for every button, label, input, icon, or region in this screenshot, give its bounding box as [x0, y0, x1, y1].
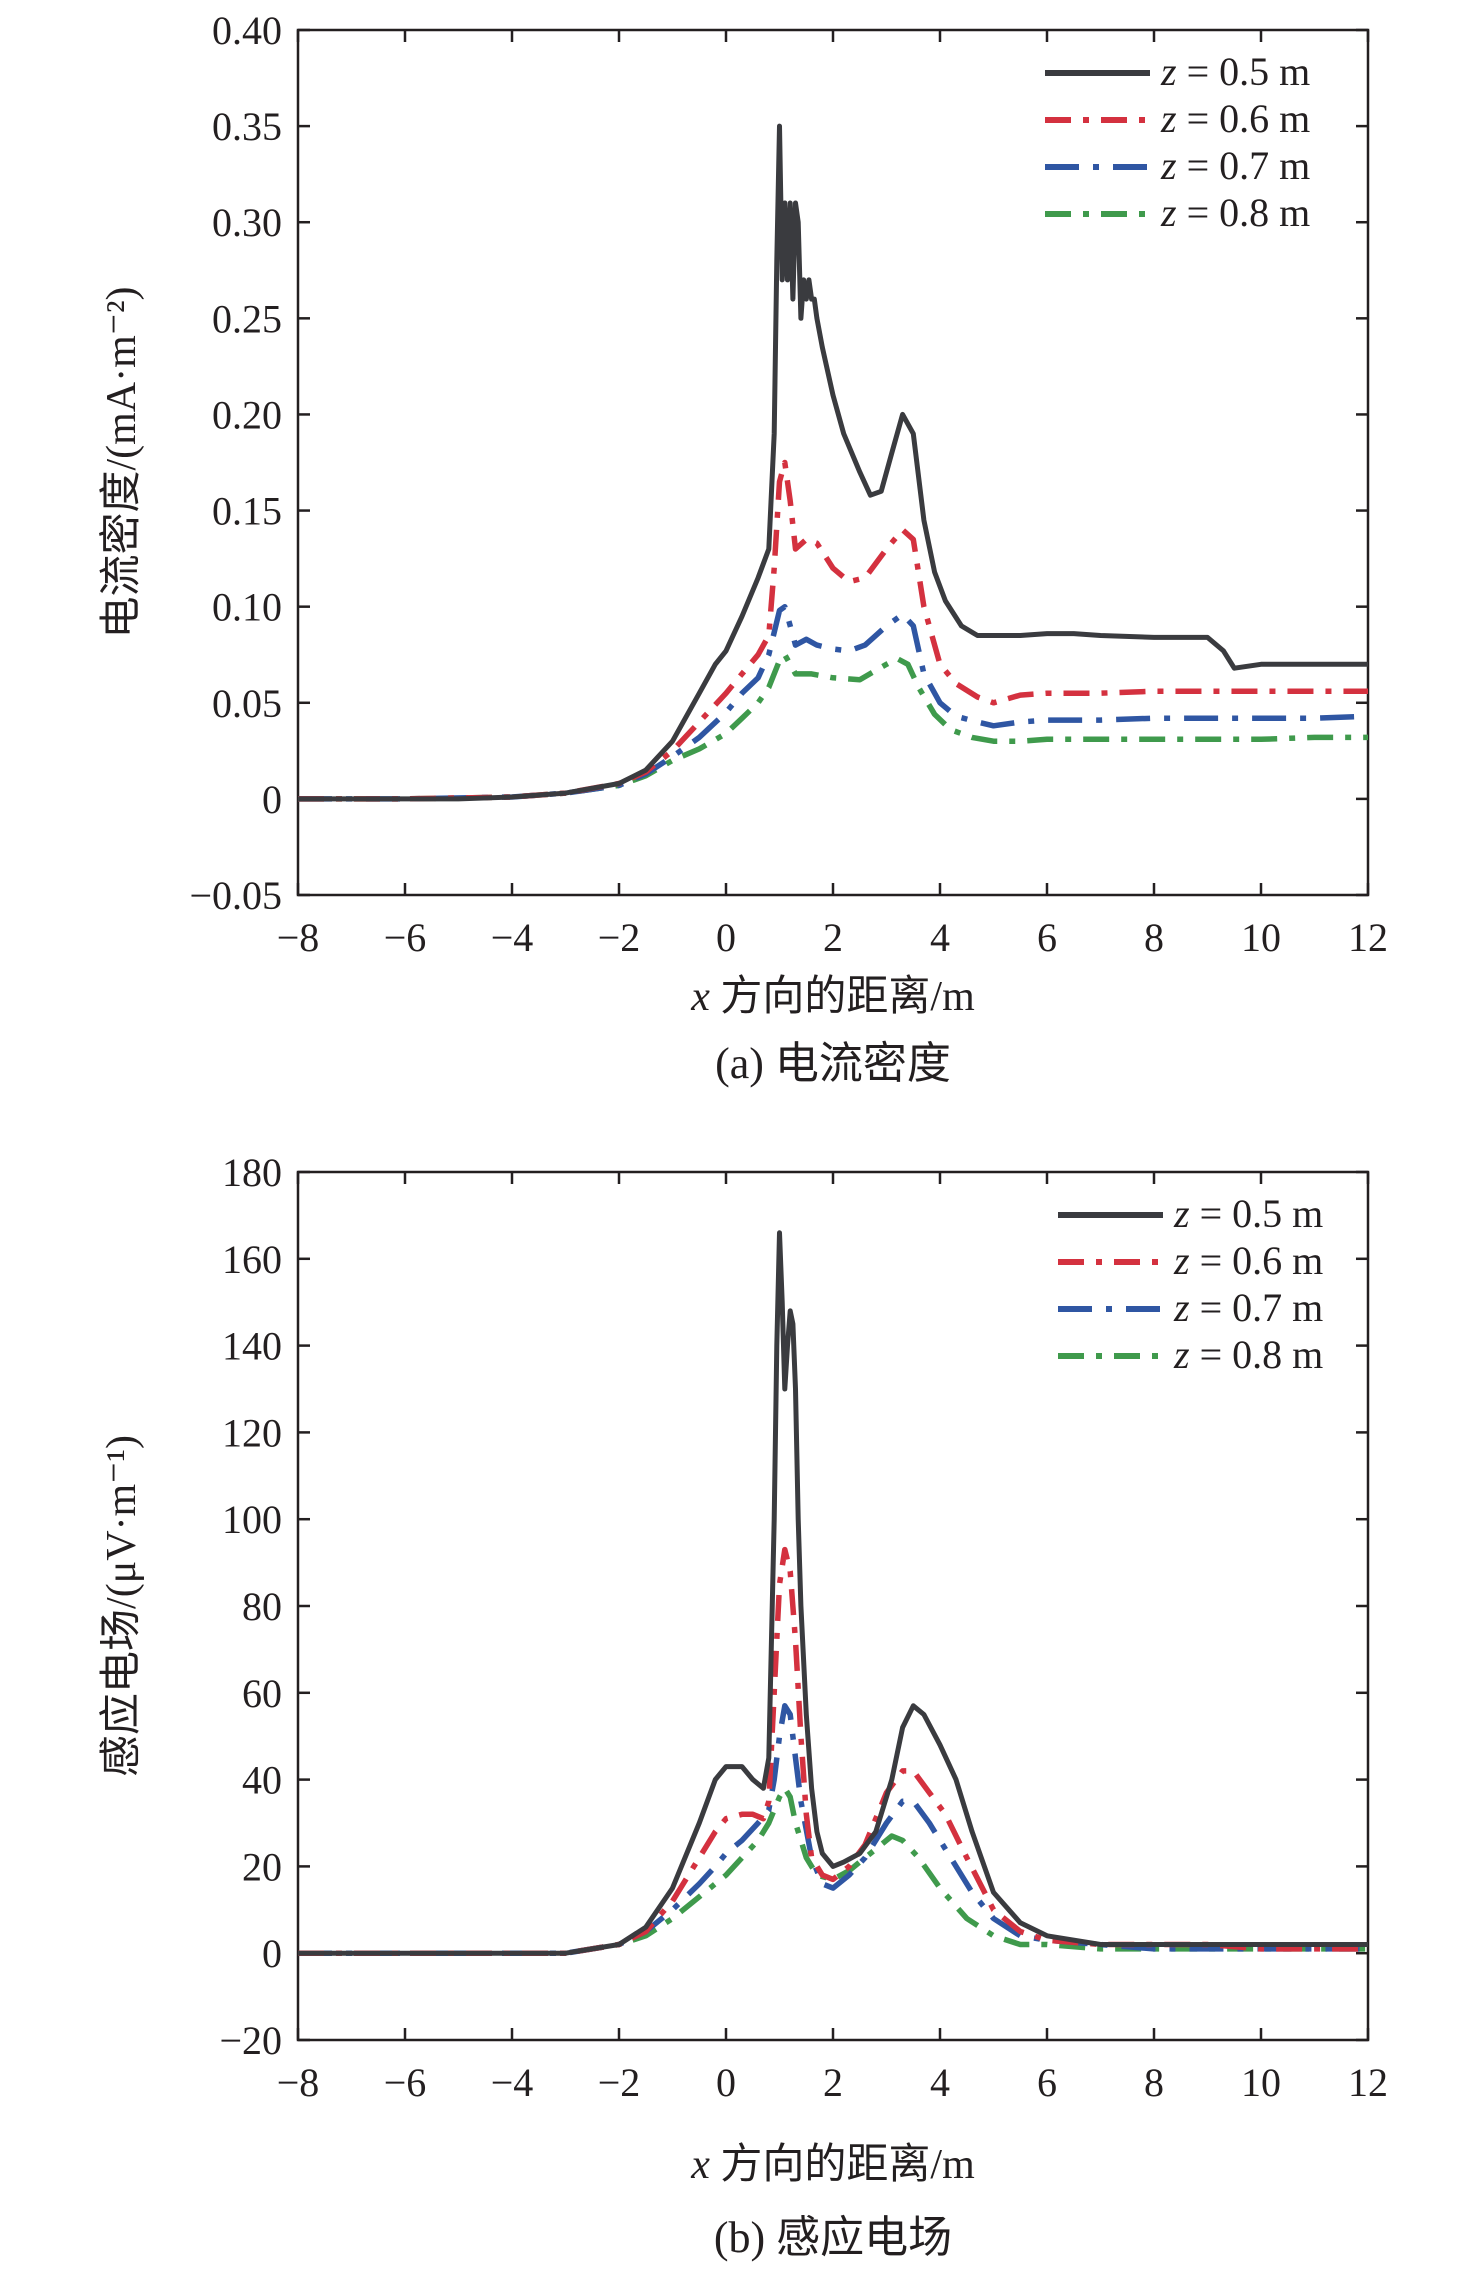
- legend: z = 0.5 mz = 0.6 mz = 0.7 mz = 0.8 m: [1058, 1191, 1323, 1377]
- y-tick-label: 120: [222, 1410, 282, 1455]
- x-tick-label: −4: [491, 915, 534, 960]
- y-axis-label: 电流密度/(mA·m⁻²): [98, 286, 145, 638]
- x-tick-label: 0: [716, 2060, 736, 2105]
- panel-caption: (a) 电流密度: [715, 1039, 951, 1088]
- x-axis-label: x 方向的距离/m: [690, 2141, 975, 2188]
- legend-value: = 0.6 m: [1177, 96, 1311, 141]
- x-tick-label: −2: [598, 2060, 641, 2105]
- x-tick-label: −4: [491, 2060, 534, 2105]
- x-tick-label: −6: [384, 2060, 427, 2105]
- x-axis-variable: x: [690, 974, 710, 1020]
- legend-label-1: z = 0.5 m: [1173, 1191, 1323, 1236]
- y-tick-label: 0.15: [212, 489, 282, 534]
- tick-group: −8 −6 −4 −2 0 2 4 6 8 10 12−2002040608010012014016…: [219, 1150, 1388, 2105]
- y-tick-label: 60: [242, 1671, 282, 1716]
- y-tick-label: 0: [262, 1931, 282, 1976]
- x-tick-label: 12: [1348, 915, 1388, 960]
- x-tick-label: −2: [598, 915, 641, 960]
- y-tick-label: 0.20: [212, 392, 282, 437]
- y-axis-label: 感应电场/(μV·m⁻¹): [98, 1435, 145, 1777]
- legend-value: = 0.7 m: [1190, 1285, 1324, 1330]
- legend-label-3: z = 0.7 m: [1173, 1285, 1323, 1330]
- x-tick-label: −8: [277, 2060, 320, 2105]
- legend-variable: z: [1173, 1238, 1190, 1283]
- legend-value: = 0.6 m: [1190, 1238, 1324, 1283]
- y-tick-label: 0.25: [212, 296, 282, 341]
- x-tick-label: 10: [1241, 915, 1281, 960]
- legend-variable: z: [1160, 49, 1177, 94]
- series-line-2: [298, 1546, 1368, 1956]
- legend-value: = 0.5 m: [1190, 1191, 1324, 1236]
- series-line-1: [298, 123, 1368, 802]
- legend-label-4: z = 0.8 m: [1160, 190, 1310, 235]
- y-tick-label: 20: [242, 1844, 282, 1889]
- y-tick-label: −0.05: [189, 873, 282, 918]
- series-group: [298, 1230, 1368, 1956]
- series-line-4: [298, 651, 1368, 802]
- x-axis-label-text: 方向的距离/m: [710, 973, 975, 1020]
- x-tick-label: 2: [823, 2060, 843, 2105]
- legend-value: = 0.5 m: [1177, 49, 1311, 94]
- legend-variable: z: [1160, 190, 1177, 235]
- x-tick-label: 4: [930, 915, 950, 960]
- x-tick-label: 8: [1144, 915, 1164, 960]
- panel-caption: (b) 感应电场: [714, 2213, 952, 2262]
- y-tick-label: −20: [219, 2018, 282, 2063]
- x-tick-label: 2: [823, 915, 843, 960]
- x-axis-label-text: 方向的距离/m: [710, 2141, 975, 2188]
- y-tick-label: 0: [262, 777, 282, 822]
- x-tick-label: 6: [1037, 915, 1057, 960]
- y-tick-label: 0.40: [212, 8, 282, 53]
- legend-variable: z: [1173, 1191, 1190, 1236]
- y-tick-label: 0.05: [212, 681, 282, 726]
- y-tick-label: 0.35: [212, 104, 282, 149]
- panel-b-induced-field: −8 −6 −4 −2 0 2 4 6 8 10 12−2002040608010012014016…: [98, 1150, 1388, 2262]
- x-tick-label: 4: [930, 2060, 950, 2105]
- legend-label-3: z = 0.7 m: [1160, 143, 1310, 188]
- x-tick-label: 12: [1348, 2060, 1388, 2105]
- y-tick-label: 180: [222, 1150, 282, 1195]
- x-tick-label: 8: [1144, 2060, 1164, 2105]
- y-tick-label: 80: [242, 1584, 282, 1629]
- series-line-3: [298, 1703, 1368, 1956]
- x-axis-variable: x: [690, 2142, 710, 2188]
- legend-variable: z: [1160, 143, 1177, 188]
- legend-value: = 0.8 m: [1190, 1332, 1324, 1377]
- legend-value: = 0.7 m: [1177, 143, 1311, 188]
- y-tick-label: 140: [222, 1324, 282, 1369]
- series-line-2: [298, 459, 1368, 802]
- series-line-4: [298, 1785, 1368, 1956]
- tick-group: −8 −6 −4 −2 0 2 4 6 8 10 12 −0.05 0 0.05 0.10 0.15 0.20 0…: [189, 8, 1388, 960]
- legend-variable: z: [1173, 1285, 1190, 1330]
- legend-variable: z: [1160, 96, 1177, 141]
- x-tick-label: 6: [1037, 2060, 1057, 2105]
- y-tick-label: 0.30: [212, 200, 282, 245]
- x-tick-label: −8: [277, 915, 320, 960]
- y-tick-label: 100: [222, 1497, 282, 1542]
- y-tick-label: 160: [222, 1237, 282, 1282]
- legend-label-4: z = 0.8 m: [1173, 1332, 1323, 1377]
- legend-variable: z: [1173, 1332, 1190, 1377]
- x-tick-label: 0: [716, 915, 736, 960]
- series-group: [298, 123, 1369, 802]
- x-axis-label: x 方向的距离/m: [690, 973, 975, 1020]
- legend-label-1: z = 0.5 m: [1160, 49, 1310, 94]
- panel-a-current-density: −8 −6 −4 −2 0 2 4 6 8 10 12 −0.05 0 0.05 0.10 0.15 0.20 0…: [98, 8, 1388, 1088]
- x-tick-label: 10: [1241, 2060, 1281, 2105]
- legend-label-2: z = 0.6 m: [1160, 96, 1310, 141]
- legend: z = 0.5 mz = 0.6 mz = 0.7 mz = 0.8 m: [1045, 49, 1310, 235]
- series-line-1: [298, 1230, 1368, 1956]
- legend-value: = 0.8 m: [1177, 190, 1311, 235]
- y-tick-label: 40: [242, 1758, 282, 1803]
- legend-label-2: z = 0.6 m: [1173, 1238, 1323, 1283]
- x-tick-label: −6: [384, 915, 427, 960]
- y-tick-label: 0.10: [212, 585, 282, 630]
